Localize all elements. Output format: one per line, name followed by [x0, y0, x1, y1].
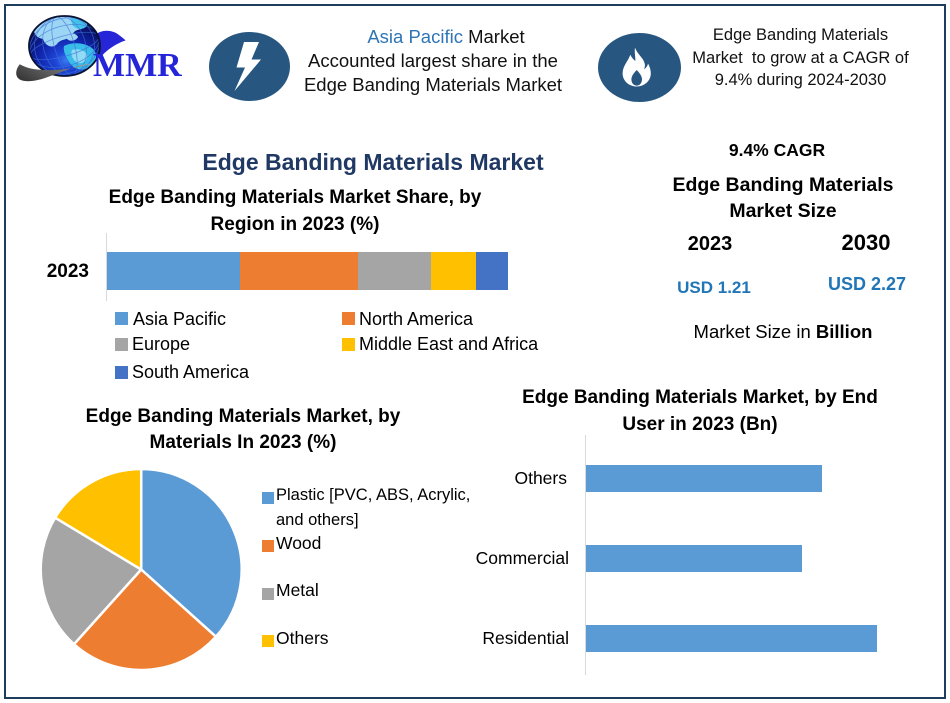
svg-text:MMR: MMR — [93, 47, 182, 84]
